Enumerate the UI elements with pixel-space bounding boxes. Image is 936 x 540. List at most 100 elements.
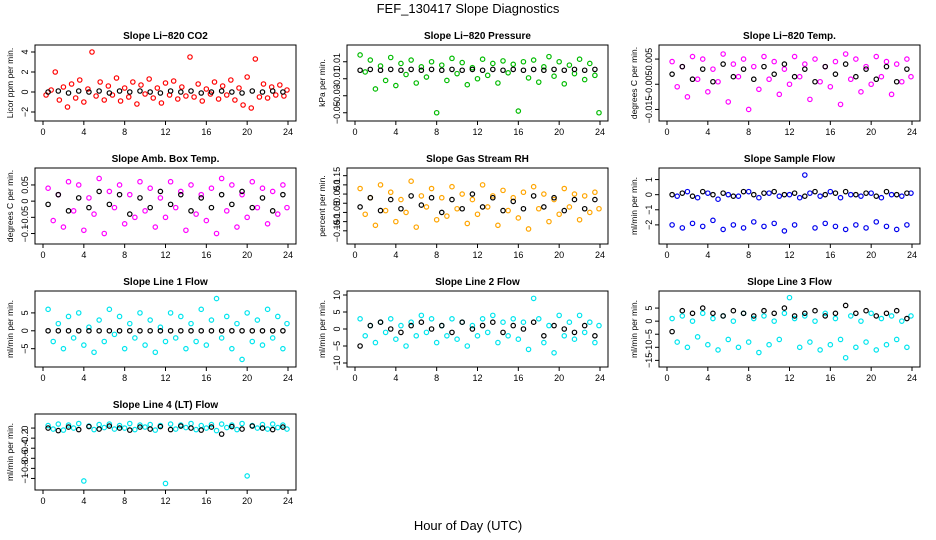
data-point bbox=[766, 341, 772, 348]
data-point bbox=[730, 318, 737, 324]
data-point bbox=[541, 67, 547, 74]
data-point bbox=[510, 198, 517, 205]
data-point bbox=[138, 82, 144, 88]
data-point bbox=[730, 61, 737, 67]
data-point bbox=[904, 344, 910, 351]
series-black bbox=[45, 88, 286, 96]
data-point bbox=[745, 339, 752, 345]
data-point bbox=[469, 196, 476, 203]
data-point bbox=[802, 61, 808, 67]
data-point bbox=[106, 90, 113, 96]
data-point bbox=[883, 63, 890, 70]
x-tick-label: 12 bbox=[160, 496, 170, 506]
data-point bbox=[802, 172, 808, 178]
data-point bbox=[459, 59, 465, 66]
data-point bbox=[438, 194, 445, 201]
data-point bbox=[576, 216, 583, 223]
data-point bbox=[408, 319, 414, 326]
y-axis-label: Licor ppm per min. bbox=[5, 48, 15, 118]
data-point bbox=[269, 426, 276, 433]
data-point bbox=[479, 182, 486, 188]
y-tick-label: −0.05 bbox=[20, 206, 30, 229]
data-point bbox=[126, 420, 133, 427]
data-point bbox=[254, 425, 261, 431]
data-point bbox=[198, 306, 205, 313]
data-point bbox=[433, 216, 440, 223]
data-point bbox=[551, 66, 557, 73]
data-point bbox=[812, 307, 818, 314]
data-point bbox=[740, 310, 747, 317]
data-point bbox=[530, 319, 537, 326]
data-point bbox=[449, 315, 455, 322]
series-colored bbox=[45, 420, 290, 487]
data-point bbox=[853, 191, 859, 198]
data-point bbox=[817, 347, 823, 353]
x-tick-label: 16 bbox=[513, 250, 523, 260]
data-point bbox=[576, 312, 583, 319]
data-point bbox=[479, 315, 486, 322]
data-point bbox=[561, 332, 568, 339]
x-tick-label: 20 bbox=[242, 127, 252, 137]
data-point bbox=[847, 76, 854, 83]
data-point bbox=[581, 322, 588, 329]
y-axis-label: percent per min. bbox=[317, 175, 327, 236]
data-point bbox=[832, 310, 839, 317]
data-point bbox=[188, 88, 194, 94]
data-point bbox=[76, 77, 83, 83]
data-point bbox=[551, 322, 557, 329]
data-point bbox=[438, 209, 445, 216]
data-point bbox=[541, 339, 547, 346]
data-point bbox=[669, 328, 675, 335]
data-point bbox=[561, 207, 568, 214]
data-point bbox=[423, 329, 430, 336]
data-point bbox=[863, 190, 869, 196]
data-point bbox=[827, 83, 834, 90]
data-point bbox=[249, 327, 256, 334]
data-point bbox=[172, 426, 179, 432]
data-point bbox=[490, 66, 496, 73]
data-point bbox=[715, 347, 721, 353]
data-point bbox=[147, 89, 153, 95]
data-point bbox=[147, 426, 153, 432]
data-point bbox=[592, 66, 598, 73]
data-point bbox=[669, 222, 675, 228]
data-point bbox=[500, 187, 506, 194]
data-point bbox=[45, 422, 51, 429]
data-point bbox=[586, 319, 593, 326]
data-point bbox=[495, 80, 501, 86]
data-point bbox=[96, 327, 102, 334]
x-tick-label: 12 bbox=[160, 373, 170, 383]
y-tick-label: 1 bbox=[644, 177, 654, 182]
data-point bbox=[561, 81, 568, 87]
data-point bbox=[730, 222, 737, 228]
data-point bbox=[259, 421, 266, 428]
data-point bbox=[761, 223, 767, 230]
data-point bbox=[454, 336, 460, 343]
y-tick-label: 0.1 bbox=[332, 179, 342, 192]
data-point bbox=[771, 188, 777, 195]
data-point bbox=[853, 344, 859, 351]
data-point bbox=[55, 327, 62, 334]
data-point bbox=[387, 315, 394, 322]
data-point bbox=[571, 191, 578, 197]
x-tick-label: 16 bbox=[513, 373, 523, 383]
x-tick-label: 20 bbox=[242, 373, 252, 383]
series-colored bbox=[357, 52, 602, 116]
series-black bbox=[669, 61, 910, 85]
data-point bbox=[121, 85, 128, 91]
data-point bbox=[908, 313, 914, 319]
data-point bbox=[858, 193, 864, 199]
data-point bbox=[55, 320, 62, 327]
data-point bbox=[398, 60, 404, 67]
x-tick-label: 16 bbox=[513, 127, 523, 137]
data-point bbox=[167, 88, 174, 94]
x-tick-label: 16 bbox=[201, 496, 211, 506]
y-tick-label: −1 bbox=[20, 473, 30, 483]
data-point bbox=[75, 426, 82, 433]
y-tick-label: 0.01 bbox=[332, 53, 342, 71]
data-point bbox=[893, 61, 900, 67]
data-point bbox=[525, 75, 532, 81]
data-point bbox=[125, 94, 132, 100]
